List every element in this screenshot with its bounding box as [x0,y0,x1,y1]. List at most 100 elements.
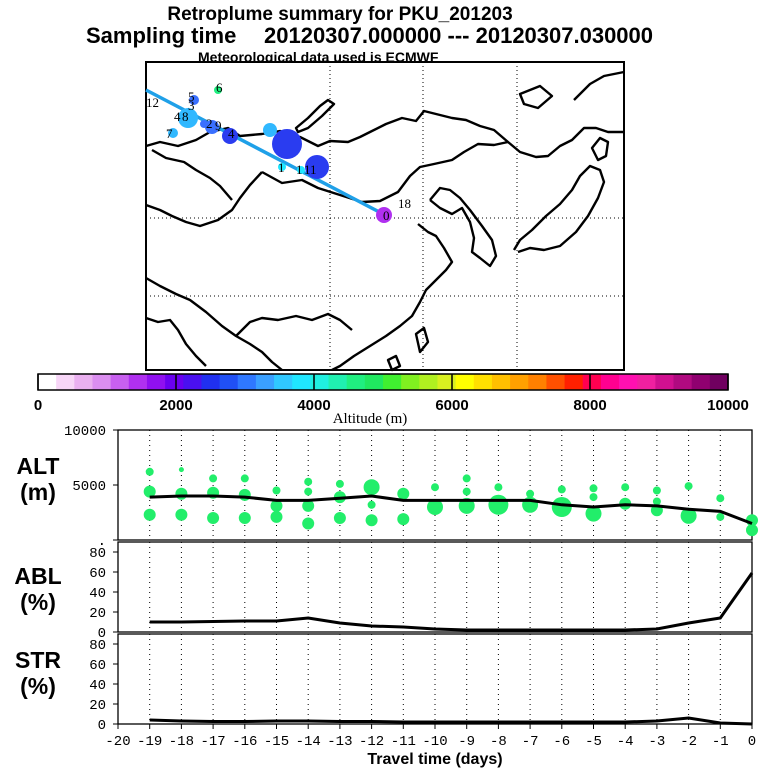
colorbar-swatch [165,374,184,390]
plume-point [143,485,156,498]
colorbar-swatch [709,374,729,390]
colorbar-tick-label: 2000 [159,397,192,414]
plume-point [557,485,566,494]
colorbar-tick-label: 6000 [435,397,468,414]
colorbar-swatch [401,374,420,390]
colorbar-tick-labels: 0 2000 4000 6000 8000 10000 [34,397,749,414]
cluster-label: 12 [146,95,159,110]
plume-point [367,500,376,509]
colorbar-swatch [619,374,638,390]
cluster-label: 18 [398,196,411,211]
colorbar-swatch [510,374,529,390]
colorbar-swatch [528,374,547,390]
colorbar-swatch [74,374,93,390]
travel-time-axis: -20 -19 -18 -17 -16 -15 -14 -13 -12 -11 -10 -9 -8 -7-… [105,724,756,768]
plume-point [716,512,725,521]
x-tick-label: -1 [712,734,729,750]
colorbar-swatch [455,374,475,390]
plume-point [335,479,344,488]
x-tick-label: -7 [522,734,539,750]
x-axis-title: Travel time (days) [367,751,502,768]
panel-label-unit: (m) [20,479,56,505]
panel-label: ALT [16,453,59,479]
plume-point [462,487,471,496]
y-tick-label: . [98,534,106,550]
colorbar-swatch [437,374,457,390]
altitude-colorbar [37,373,729,391]
colorbar-tick-label: 10000 [707,397,749,414]
colorbar-swatch [328,374,348,390]
y-tick-label: 80 [89,638,106,654]
colorbar-swatch [292,374,311,390]
plume-point [652,486,661,495]
colorbar-swatch [92,374,112,390]
colorbar-swatch [473,374,493,390]
colorbar-swatch [110,374,130,390]
colorbar-swatch [38,374,57,390]
cluster-label: 3 [188,98,195,113]
x-tick-label: -18 [169,734,194,750]
plume-cluster [178,108,198,128]
plume-point [589,493,598,502]
cluster-label: 7 [166,126,173,141]
figure-title: Retroplume summary for PKU_201203 [167,4,512,25]
coastlines-and-borders [145,70,625,372]
colorbar-swatch [310,374,330,390]
plume-point [238,488,251,501]
map-gridlines [146,62,624,370]
x-tick-label: -16 [232,734,257,750]
sampling-time-label: Sampling time [86,23,236,48]
colorbar-swatch [600,374,620,390]
x-tick-label: -12 [359,734,384,750]
colorbar-swatch [546,374,566,390]
abl-panel: ABL(%) 80 60 40 20 0 [14,541,754,642]
colorbar-swatch [274,374,293,390]
plume-point [240,474,249,483]
plume-point [238,512,251,524]
plume-cluster [168,128,178,138]
plume-point [302,499,315,512]
colorbar-swatch [201,374,221,390]
plume-cluster [272,129,302,159]
colorbar-swatch [582,374,602,390]
plume-cluster [305,155,329,179]
colorbar-swatch [364,374,384,390]
colorbar-swatch [655,374,675,390]
cluster-label: 11 [304,162,317,177]
x-tick-label: -20 [105,734,130,750]
receptor-marker [376,207,392,223]
map-panel: 0 18 1 1 11 12 5 6 7 4 8 3 2 9 4 [145,61,625,372]
plume-point [621,483,630,492]
y-tick-label: 0 [98,718,106,734]
colorbar-swatch [255,374,275,390]
x-tick-label: -11 [391,734,416,750]
x-tick-label: -19 [137,734,162,750]
x-tick-label: -5 [585,734,602,750]
plume-point [333,512,346,524]
y-tick-label: 60 [89,566,106,582]
plume-point [462,474,471,483]
cluster-label: 2 [206,116,213,131]
plume-cluster [278,163,286,171]
plume-point [145,467,154,476]
y-tick-label: 10000 [64,424,106,440]
y-tick-label: 40 [89,586,106,602]
plume-cluster [222,128,238,144]
colorbar-swatch [383,374,402,390]
plume-point [178,467,184,473]
plume-point [652,497,661,506]
plume-point [270,510,283,523]
str-panel: STR(%) 80 60 40 20 0 [15,633,753,734]
y-tick-label: 80 [89,546,106,562]
cluster-label: 4 [228,126,235,141]
plume-point [397,513,410,526]
plume-point [207,512,220,524]
y-tick-label: 40 [89,678,106,694]
alt-mean-line [149,494,753,525]
x-tick-label: -17 [200,734,225,750]
sampling-time-range: 20120307.000000 --- 20120307.030000 [264,23,653,48]
y-tick-label: 5000 [72,479,106,495]
colorbar-swatch [637,374,656,390]
x-tick-label: -9 [458,734,475,750]
x-tick-label: -15 [264,734,289,750]
